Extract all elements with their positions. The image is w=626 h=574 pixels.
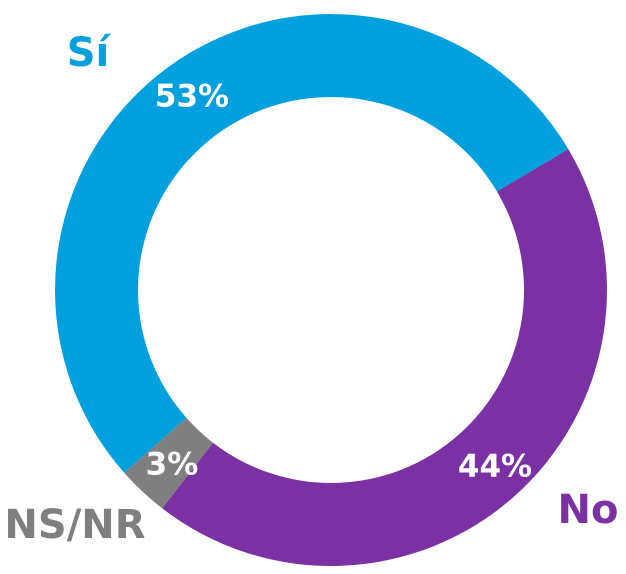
donut-slice: [55, 14, 569, 473]
donut-slice: [162, 149, 607, 567]
donut-slice: [124, 417, 213, 509]
value-label: 44%: [458, 449, 532, 485]
category-label: No: [558, 487, 619, 533]
value-label: 3%: [146, 447, 199, 483]
category-label: Sí: [67, 30, 112, 76]
category-label: NS/NR: [4, 502, 145, 548]
value-label: 53%: [155, 79, 229, 115]
